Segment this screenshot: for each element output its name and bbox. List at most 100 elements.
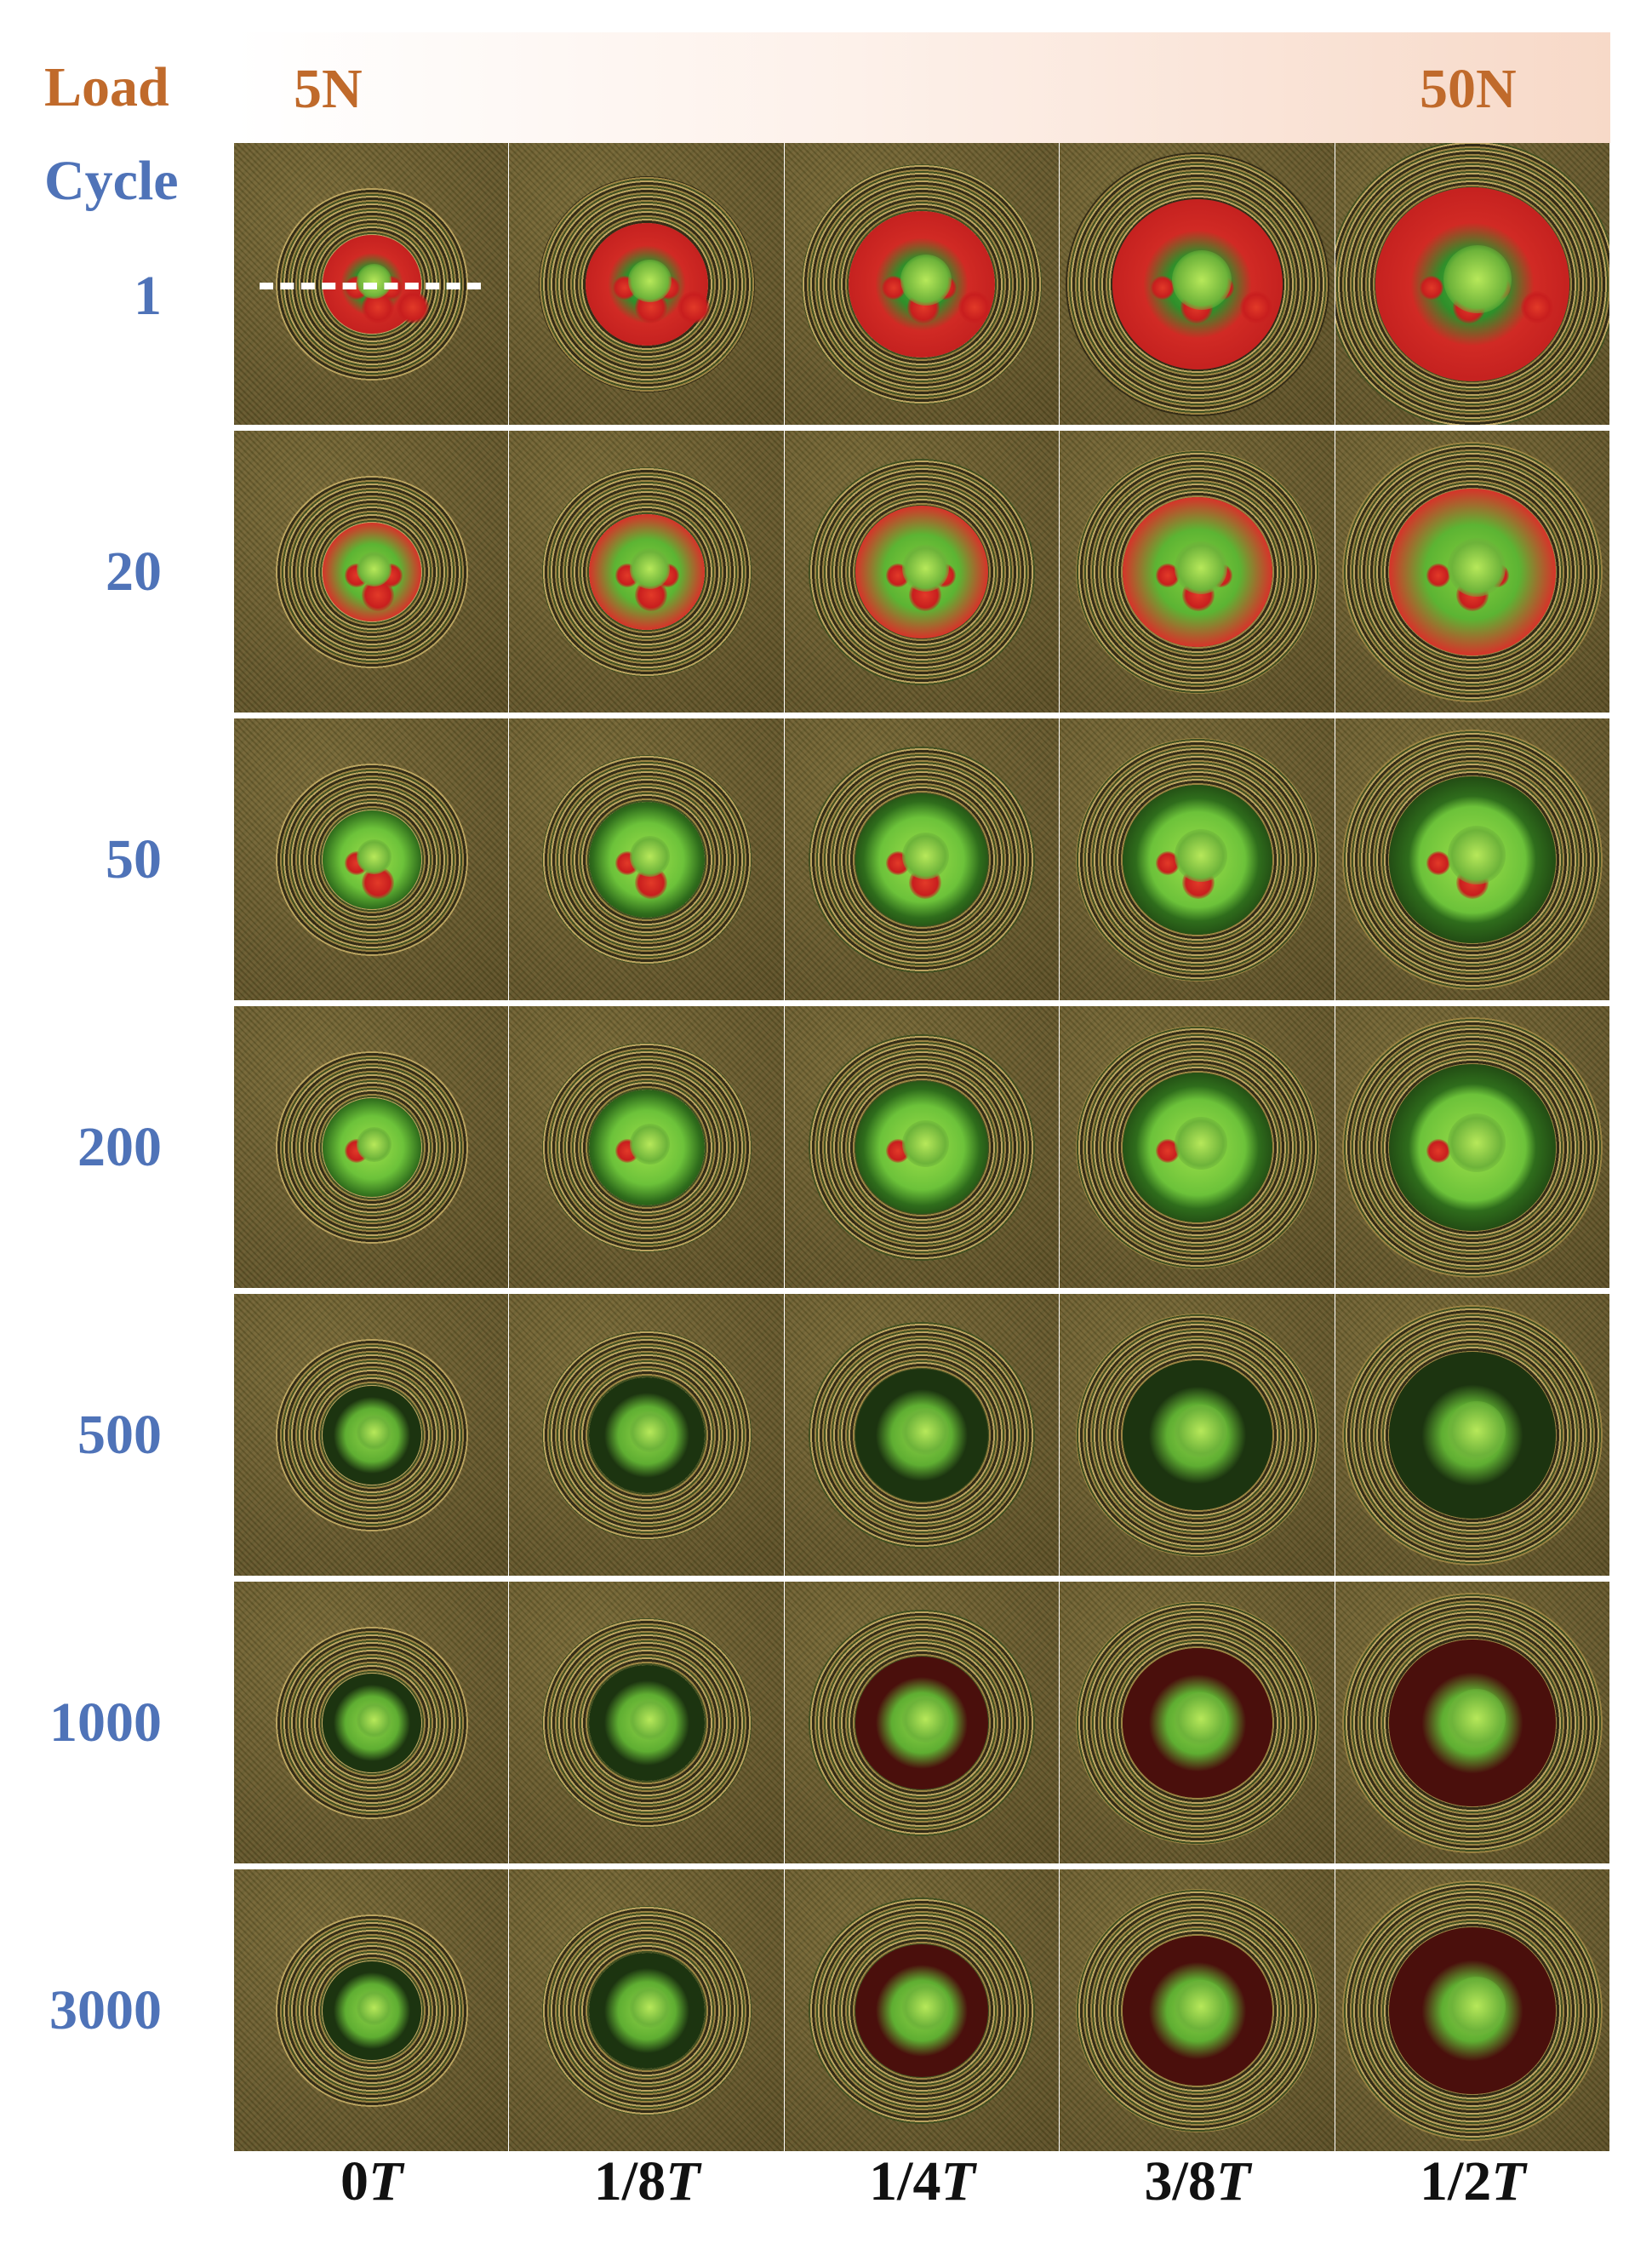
interference-image: [1335, 1294, 1609, 1576]
column-label-number: 1/8: [593, 2150, 666, 2212]
row-label-cycle: 3000: [49, 1978, 162, 2041]
interference-image: [234, 1294, 509, 1576]
column-label-number: 3/8: [1144, 2150, 1216, 2212]
interference-image: [784, 718, 1060, 1000]
interference-image: [1060, 718, 1335, 1000]
green-centre-fleck: [1171, 249, 1232, 310]
column-label-number: 1/4: [869, 2150, 941, 2212]
interference-image: [1335, 1582, 1609, 1863]
interference-image: [1060, 431, 1335, 713]
interference-image: [234, 1869, 509, 2151]
green-centre-fleck: [1443, 244, 1512, 313]
green-centre-fleck: [902, 1983, 949, 2030]
column-label-time: 1/4T: [795, 2154, 1050, 2210]
green-centre-fleck: [1447, 826, 1506, 884]
green-centre-fleck: [628, 259, 672, 303]
green-centre-fleck: [357, 839, 392, 874]
interference-image: [509, 143, 784, 425]
red-fringe-spot: [677, 290, 711, 323]
interference-image: [1335, 718, 1609, 1000]
load-label: Load: [44, 56, 169, 118]
interference-image: [509, 1869, 784, 2151]
green-centre-fleck: [357, 552, 392, 587]
interference-image: [784, 1869, 1060, 2151]
green-centre-fleck: [1175, 1405, 1228, 1457]
column-label-unit: T: [1215, 2150, 1251, 2212]
interference-image: [509, 1006, 784, 1288]
interference-image: [784, 1294, 1060, 1576]
interference-image: [1060, 143, 1335, 425]
green-centre-fleck: [900, 255, 952, 306]
red-fringe-spot: [396, 290, 429, 323]
green-centre-fleck: [902, 545, 949, 592]
column-label-unit: T: [940, 2150, 975, 2212]
red-fringe-spot: [958, 290, 992, 323]
interference-image: [509, 1582, 784, 1863]
red-fringe-spot: [1426, 1138, 1451, 1163]
red-fringe-spot: [1150, 275, 1175, 300]
column-label-unit: T: [666, 2150, 700, 2212]
column-label-time: 1/2T: [1345, 2154, 1600, 2210]
interference-image: [1060, 1294, 1335, 1576]
red-fringe-spot: [1521, 290, 1554, 323]
green-centre-fleck: [1175, 541, 1228, 594]
interference-image: [234, 1006, 509, 1288]
green-centre-fleck: [357, 264, 392, 299]
red-fringe-spot: [1419, 275, 1443, 300]
image-grid: [234, 143, 1610, 2151]
green-centre-fleck: [902, 1696, 949, 1743]
column-label-time: 3/8T: [1070, 2154, 1325, 2210]
row-label-cycle: 200: [77, 1115, 162, 1178]
green-centre-fleck: [1447, 1689, 1506, 1748]
green-centre-fleck: [1175, 1692, 1228, 1745]
interference-image: [784, 1006, 1060, 1288]
interference-image: [509, 1294, 784, 1576]
load-gradient-bar: [234, 32, 1610, 143]
dashed-line-marker: [260, 283, 481, 289]
load-start-label: 5N: [294, 58, 363, 120]
green-centre-fleck: [629, 1987, 671, 2028]
interference-image: [1335, 1869, 1609, 2151]
green-centre-fleck: [1447, 1401, 1506, 1460]
interference-image: [784, 1582, 1060, 1863]
interference-image: [1335, 143, 1609, 425]
column-label-time: 1/8T: [519, 2154, 775, 2210]
interference-image: [784, 143, 1060, 425]
green-centre-fleck: [902, 1408, 949, 1455]
green-centre-fleck: [1175, 829, 1228, 882]
green-centre-fleck: [629, 1699, 671, 1740]
row-label-cycle: 500: [77, 1403, 162, 1466]
row-label-cycle: 1: [134, 264, 162, 327]
green-centre-fleck: [629, 1124, 671, 1165]
cycle-label: Cycle: [44, 150, 179, 212]
green-centre-fleck: [902, 833, 949, 879]
red-fringe-spot: [1239, 290, 1272, 323]
row-label-cycle: 1000: [49, 1691, 162, 1754]
green-centre-fleck: [1447, 1977, 1506, 2035]
interference-image: [1060, 1006, 1335, 1288]
column-label-unit: T: [1491, 2150, 1526, 2212]
interference-image: [1060, 1582, 1335, 1863]
load-end-label: 50N: [1420, 58, 1517, 120]
column-label-number: 0: [340, 2150, 369, 2212]
interference-image: [234, 1582, 509, 1863]
green-centre-fleck: [357, 1127, 392, 1162]
red-fringe-spot: [1426, 563, 1451, 587]
green-centre-fleck: [902, 1120, 949, 1167]
green-centre-fleck: [1447, 538, 1506, 597]
column-label-time: 0T: [244, 2154, 500, 2210]
interference-image: [1335, 431, 1609, 713]
green-centre-fleck: [1175, 1117, 1228, 1170]
green-centre-fleck: [629, 548, 671, 589]
green-centre-fleck: [357, 1990, 392, 2025]
interference-image: [509, 718, 784, 1000]
green-centre-fleck: [1175, 1980, 1228, 2033]
interference-image: [1335, 1006, 1609, 1288]
interference-image: [234, 718, 509, 1000]
interference-image: [234, 431, 509, 713]
column-label-number: 1/2: [1419, 2150, 1492, 2212]
column-label-unit: T: [369, 2150, 403, 2212]
interference-image: [1060, 1869, 1335, 2151]
row-label-cycle: 50: [106, 827, 162, 890]
row-label-cycle: 20: [106, 540, 162, 603]
